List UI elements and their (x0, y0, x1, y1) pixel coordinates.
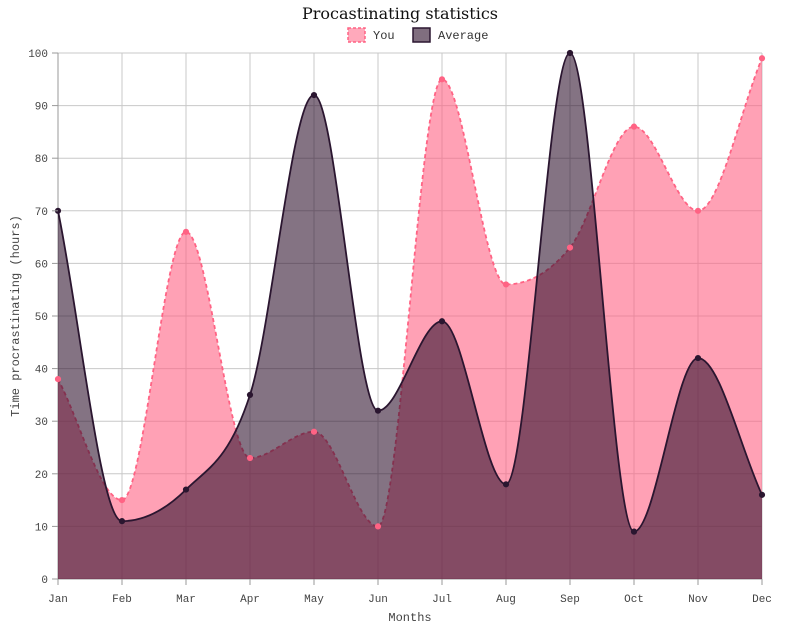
point-you-aug[interactable] (502, 281, 510, 288)
x-tick-label: Jan (48, 594, 68, 606)
x-tick-label: Oct (624, 594, 644, 606)
x-tick-label: Mar (176, 594, 196, 606)
x-tick-label: Jun (368, 594, 388, 606)
point-you-dec[interactable] (758, 55, 766, 62)
point-average-jun[interactable] (374, 407, 382, 414)
y-tick-label: 70 (35, 207, 48, 219)
series-points (54, 49, 766, 535)
point-you-feb[interactable] (118, 497, 126, 504)
point-you-nov[interactable] (694, 207, 702, 214)
x-axis-ticks: Jan Feb Mar Apr May Jun Jul Aug Sep Oct Nov Dec (48, 579, 772, 606)
point-average-jul[interactable] (438, 318, 446, 325)
legend-swatch-you (347, 27, 366, 43)
legend-swatch-average (412, 27, 431, 43)
series-areas (57, 52, 763, 579)
point-average-dec[interactable] (758, 491, 766, 498)
point-you-sep[interactable] (566, 244, 574, 251)
point-average-aug[interactable] (502, 481, 510, 488)
legend-label-you: You (373, 29, 395, 43)
x-tick-label: Jul (432, 594, 452, 606)
y-tick-label: 30 (35, 417, 48, 429)
x-tick-label: Aug (496, 594, 516, 606)
x-tick-label: Dec (752, 594, 772, 606)
area-average (58, 53, 762, 579)
y-tick-label: 20 (35, 470, 48, 482)
point-you-mar[interactable] (182, 228, 190, 235)
point-you-may[interactable] (310, 428, 318, 435)
y-tick-label: 90 (35, 102, 48, 114)
point-average-may[interactable] (310, 91, 318, 99)
y-tick-label: 60 (35, 259, 48, 271)
point-average-feb[interactable] (118, 518, 126, 525)
point-average-nov[interactable] (694, 354, 702, 362)
point-average-mar[interactable] (182, 486, 190, 493)
x-tick-label: Sep (560, 594, 580, 606)
y-tick-label: 80 (35, 154, 48, 166)
y-tick-label: 100 (28, 49, 48, 61)
x-tick-label: Feb (112, 594, 132, 606)
point-average-sep[interactable] (566, 49, 574, 57)
y-axis-ticks: 0 10 20 30 40 50 60 70 80 90 100 (28, 49, 58, 587)
x-tick-label: May (304, 594, 324, 606)
x-tick-label: Apr (240, 594, 260, 606)
point-you-jul[interactable] (438, 76, 446, 83)
point-average-apr[interactable] (246, 391, 254, 398)
point-you-oct[interactable] (630, 123, 638, 130)
point-you-apr[interactable] (246, 454, 254, 462)
y-tick-label: 10 (35, 522, 48, 534)
y-tick-label: 0 (41, 575, 48, 587)
y-axis-label: Time procrastinating (hours) (9, 215, 23, 417)
x-axis-label: Months (388, 611, 431, 625)
legend-label-average: Average (438, 29, 488, 43)
chart-title: Procastinating statistics (302, 4, 498, 23)
point-you-jan[interactable] (54, 376, 62, 383)
point-you-jun[interactable] (374, 523, 382, 530)
point-average-oct[interactable] (630, 528, 638, 535)
legend: You Average (347, 27, 488, 43)
y-tick-label: 40 (35, 365, 48, 377)
y-tick-label: 50 (35, 312, 48, 324)
x-tick-label: Nov (688, 594, 708, 606)
